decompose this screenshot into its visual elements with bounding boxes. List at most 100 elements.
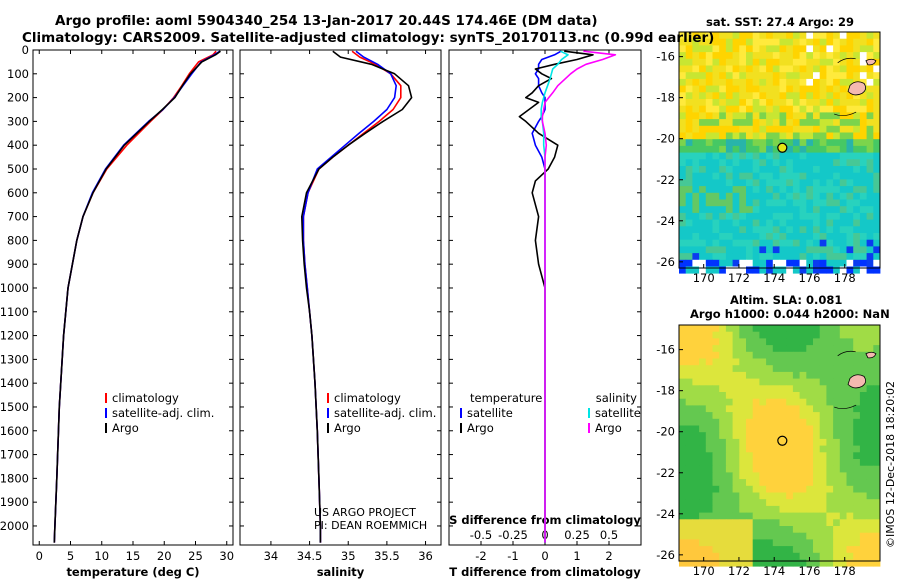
sla-map-cell [866, 492, 874, 500]
sla-map-cell [719, 438, 727, 446]
sla-map-cell [853, 492, 861, 500]
sla-map-cell [786, 331, 794, 339]
sst-map-cell [685, 52, 693, 60]
sla-map-cell [873, 445, 881, 453]
sla-map-cell [699, 371, 707, 379]
sst-map-cell [826, 212, 834, 220]
depth-tick-label: 2000 [0, 519, 29, 533]
sst-map-cell [739, 259, 747, 267]
sla-map-cell [833, 539, 841, 547]
project-credit: US ARGO PROJECT [314, 506, 416, 519]
sla-map-cell [685, 526, 693, 534]
sla-map-cell [692, 499, 700, 507]
sst-map-cell [839, 259, 847, 267]
sst-map-cell [873, 92, 881, 100]
sla-map-cell [853, 505, 861, 513]
sst-map-cell [873, 105, 881, 113]
sst-map-cell [685, 92, 693, 100]
sla-map-cell [712, 539, 720, 547]
sla-map-cell [819, 485, 827, 493]
sla-map-cell [712, 499, 720, 507]
sst-map-cell [719, 212, 727, 220]
sla-map-cell [853, 499, 861, 507]
sst-map-cell [833, 166, 841, 174]
sst-map-cell [799, 105, 807, 113]
sla-map-cell [779, 465, 787, 473]
sla-map-cell [833, 452, 841, 460]
sst-map-cell [752, 253, 760, 261]
sst-map-cell [833, 186, 841, 194]
sla-map-cell [792, 479, 800, 487]
sla-map-cell [846, 452, 854, 460]
sla-map-cell [866, 398, 874, 406]
sla-map-cell [699, 398, 707, 406]
sst-map-cell [685, 125, 693, 133]
sla-map-cell [806, 345, 814, 353]
sst-map-cell [772, 45, 780, 53]
sst-map-cell [692, 152, 700, 160]
sst-map-cell [746, 38, 754, 46]
sla-map-cell [806, 331, 814, 339]
sst-map-cell [685, 45, 693, 53]
sst-map-cell [799, 192, 807, 200]
sst-map-cell [699, 166, 707, 174]
sst-map-cell [833, 259, 841, 267]
sst-map-cell [766, 179, 774, 187]
sst-map-cell [699, 72, 707, 80]
sla-map-cell [732, 452, 740, 460]
sst-map-cell [772, 105, 780, 113]
sst-map-cell [859, 78, 867, 86]
sst-map-cell [719, 159, 727, 167]
sst-map-cell [833, 38, 841, 46]
sla-map-cell [699, 505, 707, 513]
sst-map-cell [766, 206, 774, 214]
sla-map-cell [873, 385, 881, 393]
sla-map-cell [866, 392, 874, 400]
sst-map-cell [779, 45, 787, 53]
sla-map-cell [806, 452, 814, 460]
sst-map-cell [873, 52, 881, 60]
sla-map-cell [685, 438, 693, 446]
sst-map-cell [752, 32, 760, 40]
sla-map-cell [826, 432, 834, 440]
sst-map-cell [866, 152, 874, 160]
sla-map-cell [826, 465, 834, 473]
sst-map-cell [725, 199, 733, 207]
sst-map-cell [712, 192, 720, 200]
sst-map-cell [839, 105, 847, 113]
sla-map-cell [685, 358, 693, 366]
sla-map-cell [766, 371, 774, 379]
sst-map-cell [786, 186, 794, 194]
sla-map-cell [799, 512, 807, 520]
sla-map-cell [766, 559, 774, 567]
sla-map-cell [826, 392, 834, 400]
sla-map-cell [679, 438, 687, 446]
sst-map-cell [839, 226, 847, 234]
sst-map-cell [866, 105, 874, 113]
sst-map-cell [806, 212, 814, 220]
sst-map-cell [839, 32, 847, 40]
sla-map-cell [699, 378, 707, 386]
sst-map-cell [839, 78, 847, 86]
sla-map-cell [819, 505, 827, 513]
sst-map-cell [712, 219, 720, 227]
sla-map-cell [699, 479, 707, 487]
sst-map-cell [719, 199, 727, 207]
sst-map-cell [732, 253, 740, 261]
sst-map-cell [746, 99, 754, 107]
sla-map-cell [712, 479, 720, 487]
sla-map-cell [786, 472, 794, 480]
sst-map-cell [792, 259, 800, 267]
sla-map-cell [732, 331, 740, 339]
sst-map-cell [839, 125, 847, 133]
sla-map-cell [739, 485, 747, 493]
sla-map-cell [725, 385, 733, 393]
sst-map-cell [826, 65, 834, 73]
sst-map-cell [873, 132, 881, 140]
sla-map-cell [813, 405, 821, 413]
depth-tick-label: 400 [7, 138, 29, 152]
sst-map-cell [813, 45, 821, 53]
sla-map-cell [766, 445, 774, 453]
sla-map-cell [712, 331, 720, 339]
